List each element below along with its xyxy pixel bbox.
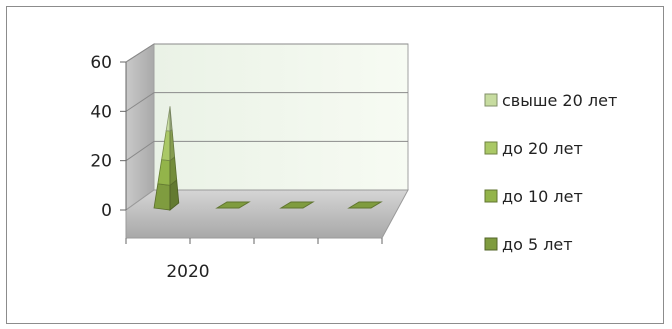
legend-swatch <box>484 141 498 155</box>
bar-segment <box>215 201 251 209</box>
gridline <box>125 43 408 63</box>
legend-label: до 5 лет <box>502 235 573 254</box>
gridline <box>125 140 408 162</box>
bar-segment <box>347 201 383 209</box>
legend-label: свыше 20 лет <box>502 91 617 110</box>
y-tick-label: 20 <box>90 152 112 172</box>
legend-label: до 10 лет <box>502 187 583 206</box>
floor <box>125 189 409 239</box>
bar-segment <box>279 201 315 209</box>
y-tick-label: 0 <box>101 201 112 221</box>
legend-swatch <box>484 93 498 107</box>
back-wall <box>153 43 409 191</box>
side-wall <box>125 43 155 211</box>
legend-swatch <box>484 189 498 203</box>
y-tick-label: 60 <box>90 53 112 73</box>
gridline <box>125 92 408 112</box>
y-tick-label: 40 <box>90 102 112 122</box>
x-category-label: 2020 <box>166 262 209 282</box>
bar-segment-side <box>169 106 173 132</box>
legend-label: до 20 лет <box>502 139 583 158</box>
legend-swatch <box>484 237 498 251</box>
